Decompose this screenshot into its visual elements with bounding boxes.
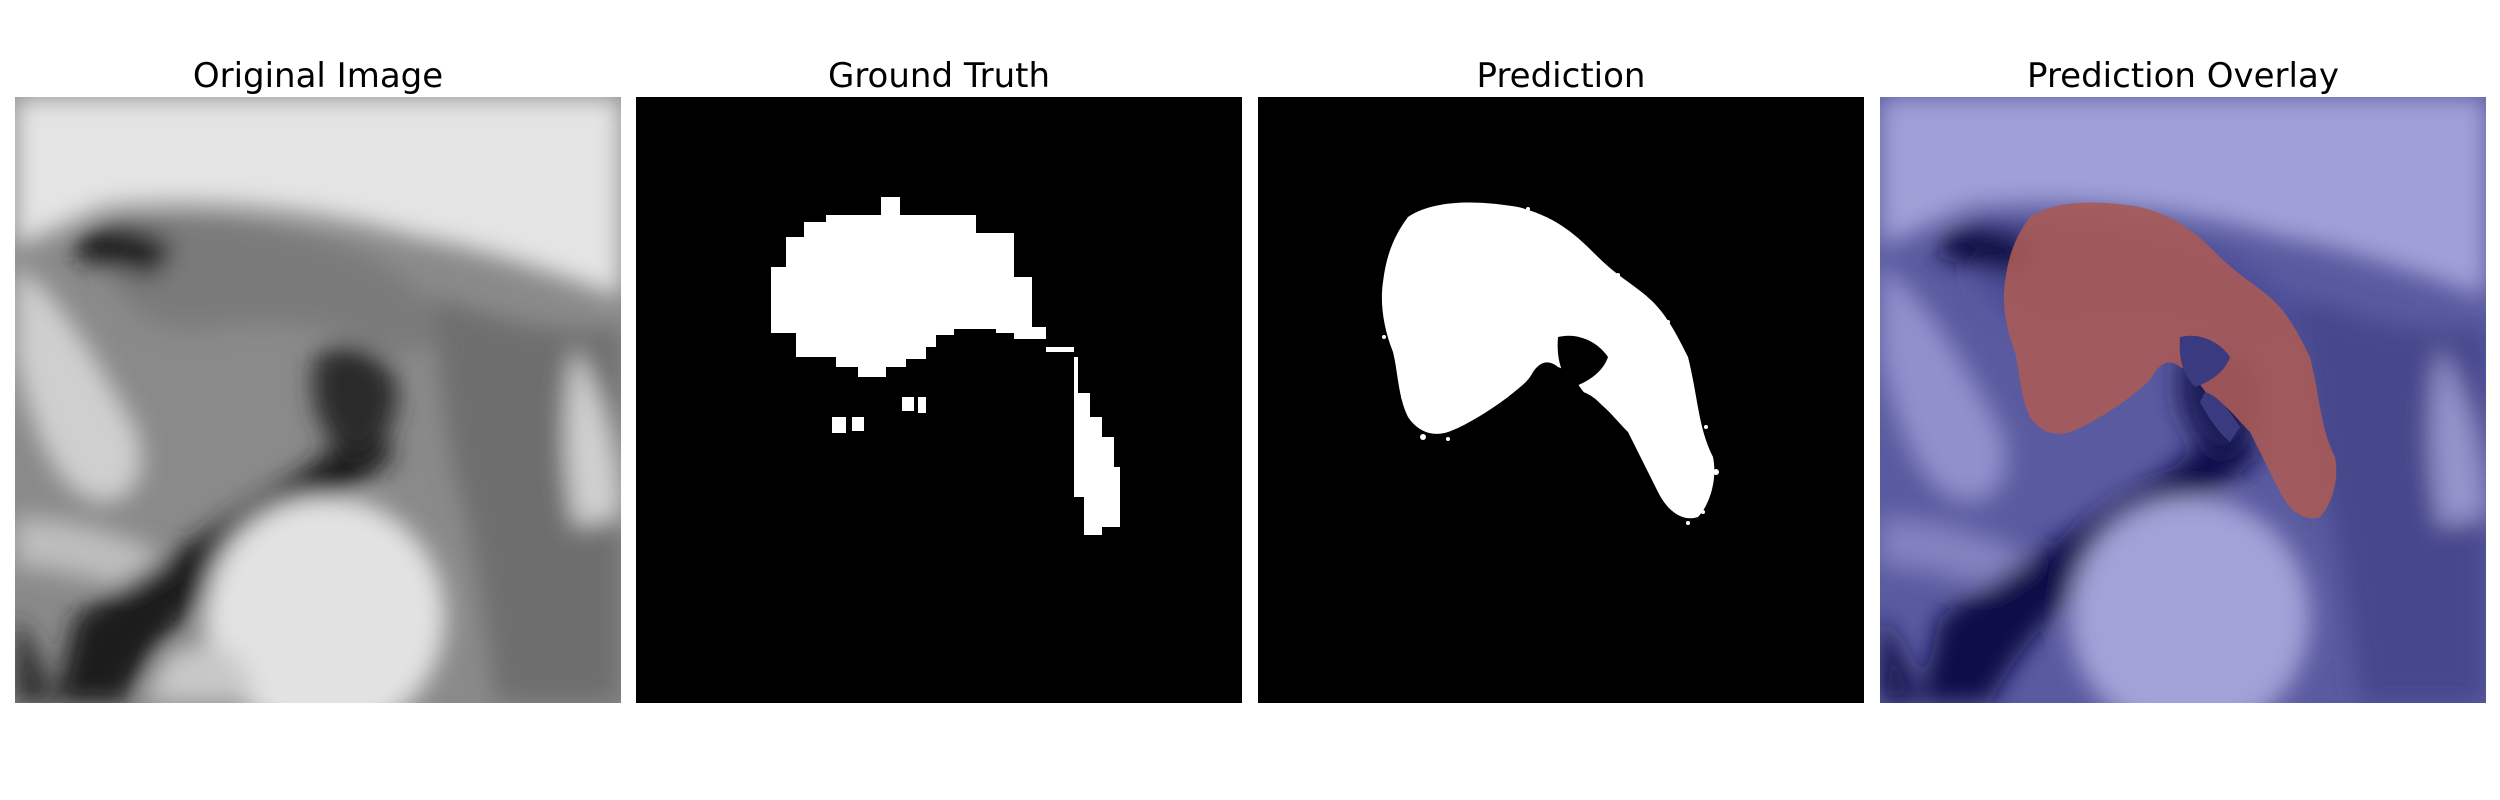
ground-truth-mask — [636, 97, 1242, 703]
mri-slice-image — [15, 97, 621, 703]
panel-title: Ground Truth — [827, 56, 1051, 96]
prediction-overlay-image — [1880, 97, 2486, 703]
prediction-mask-image — [1258, 97, 1864, 703]
panel-prediction-overlay: Prediction Overlay — [1880, 0, 2486, 800]
panel-ground-truth: Ground Truth — [636, 0, 1242, 800]
prediction-mask — [1258, 97, 1864, 703]
panel-title: Original Image — [192, 56, 444, 96]
ground-truth-mask-image — [636, 97, 1242, 703]
panel-prediction: Prediction — [1258, 0, 1864, 800]
panel-original-image: Original Image — [15, 0, 621, 800]
overlay-composite-image — [1880, 97, 2486, 703]
panel-title: Prediction — [1476, 56, 1646, 96]
panel-title: Prediction Overlay — [2027, 56, 2339, 96]
original-image — [15, 97, 621, 703]
